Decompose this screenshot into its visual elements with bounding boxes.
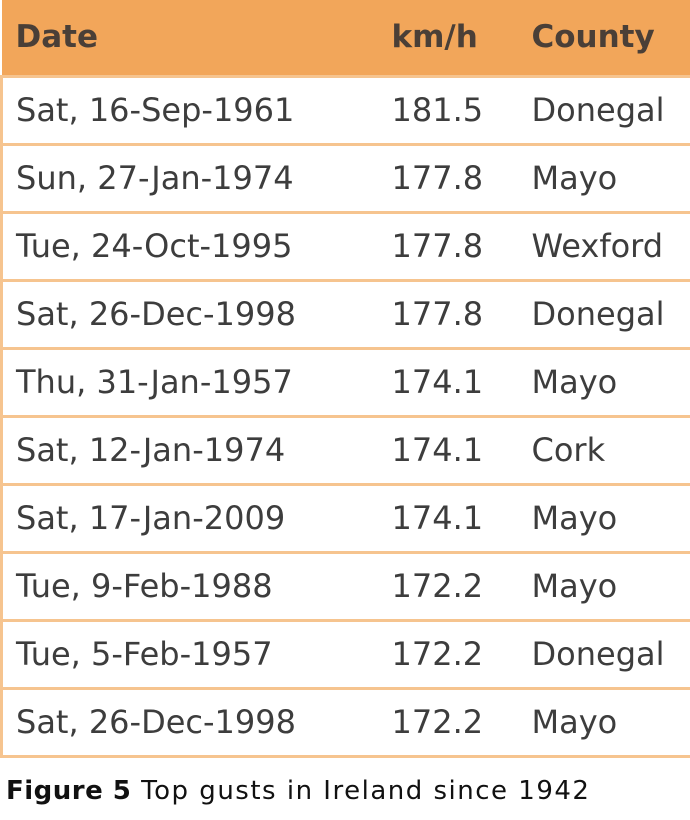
gusts-table-container: Date km/h County Sat, 16-Sep-1961 181.5 Do… xyxy=(0,0,690,758)
cell-county: Mayo xyxy=(521,142,690,212)
cell-kmh: 174.1 xyxy=(381,346,522,416)
cell-date: Tue, 24-Oct-1995 xyxy=(0,210,382,280)
cell-county: Mayo xyxy=(521,482,690,552)
table-row: Sat, 12-Jan-1974 174.1 Cork xyxy=(0,414,690,484)
cell-date: Sat, 16-Sep-1961 xyxy=(0,74,382,144)
cell-kmh: 177.8 xyxy=(381,142,522,212)
cell-date: Sat, 26-Dec-1998 xyxy=(0,278,382,348)
cell-date: Sun, 27-Jan-1974 xyxy=(0,142,382,212)
cell-county: Mayo xyxy=(521,346,690,416)
table-row: Thu, 31-Jan-1957 174.1 Mayo xyxy=(0,346,690,416)
cell-date: Sat, 26-Dec-1998 xyxy=(0,686,382,758)
cell-county: Donegal xyxy=(521,278,690,348)
header-kmh: km/h xyxy=(391,19,478,56)
table-row: Tue, 5-Feb-1957 172.2 Donegal xyxy=(0,618,690,688)
header-date: Date xyxy=(15,19,99,56)
cell-county: Mayo xyxy=(521,686,690,758)
table-row: Tue, 9-Feb-1988 172.2 Mayo xyxy=(0,550,690,620)
cell-kmh: 177.8 xyxy=(381,210,522,280)
cell-kmh: 177.8 xyxy=(381,278,522,348)
cell-kmh: 172.2 xyxy=(381,550,522,620)
cell-kmh: 172.2 xyxy=(381,686,522,758)
cell-kmh: 174.1 xyxy=(381,414,522,484)
table-row: Tue, 24-Oct-1995 177.8 Wexford xyxy=(0,210,690,280)
cell-kmh: 174.1 xyxy=(381,482,522,552)
header-county: County xyxy=(531,19,655,56)
cell-date: Sat, 17-Jan-2009 xyxy=(0,482,382,552)
cell-county: Donegal xyxy=(521,618,690,688)
cell-county: Donegal xyxy=(521,74,690,144)
table-row: Sun, 27-Jan-1974 177.8 Mayo xyxy=(0,142,690,212)
cell-date: Thu, 31-Jan-1957 xyxy=(0,346,382,416)
cell-kmh: 172.2 xyxy=(381,618,522,688)
cell-date: Tue, 9-Feb-1988 xyxy=(0,550,382,620)
table-row: Sat, 26-Dec-1998 172.2 Mayo xyxy=(0,686,690,758)
figure-caption: Figure 5 Top gusts in Ireland since 1942 xyxy=(6,776,590,806)
table-row: Sat, 17-Jan-2009 174.1 Mayo xyxy=(0,482,690,552)
table-header-row: Date km/h County xyxy=(1,0,690,76)
cell-county: Cork xyxy=(521,414,690,484)
cell-kmh: 181.5 xyxy=(381,74,522,144)
table-row: Sat, 26-Dec-1998 177.8 Donegal xyxy=(0,278,690,348)
cell-county: Wexford xyxy=(521,210,690,280)
cell-date: Sat, 12-Jan-1974 xyxy=(0,414,382,484)
figure-label: Figure 5 xyxy=(6,776,132,806)
figure-caption-text: Top gusts in Ireland since 1942 xyxy=(141,776,591,806)
gusts-table: Date km/h County Sat, 16-Sep-1961 181.5 Do… xyxy=(0,0,690,758)
table-row: Sat, 16-Sep-1961 181.5 Donegal xyxy=(0,74,690,144)
cell-date: Tue, 5-Feb-1957 xyxy=(0,618,382,688)
cell-county: Mayo xyxy=(521,550,690,620)
